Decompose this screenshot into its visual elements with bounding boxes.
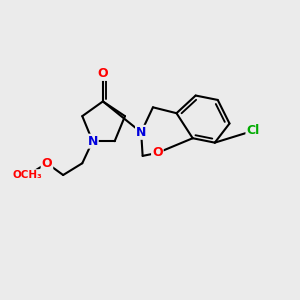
Text: N: N — [136, 126, 146, 139]
Text: Cl: Cl — [246, 124, 260, 137]
Text: O: O — [42, 157, 52, 170]
Text: O: O — [98, 67, 108, 80]
Text: OCH₃: OCH₃ — [13, 170, 43, 180]
Text: N: N — [87, 135, 98, 148]
Text: O: O — [152, 146, 163, 159]
